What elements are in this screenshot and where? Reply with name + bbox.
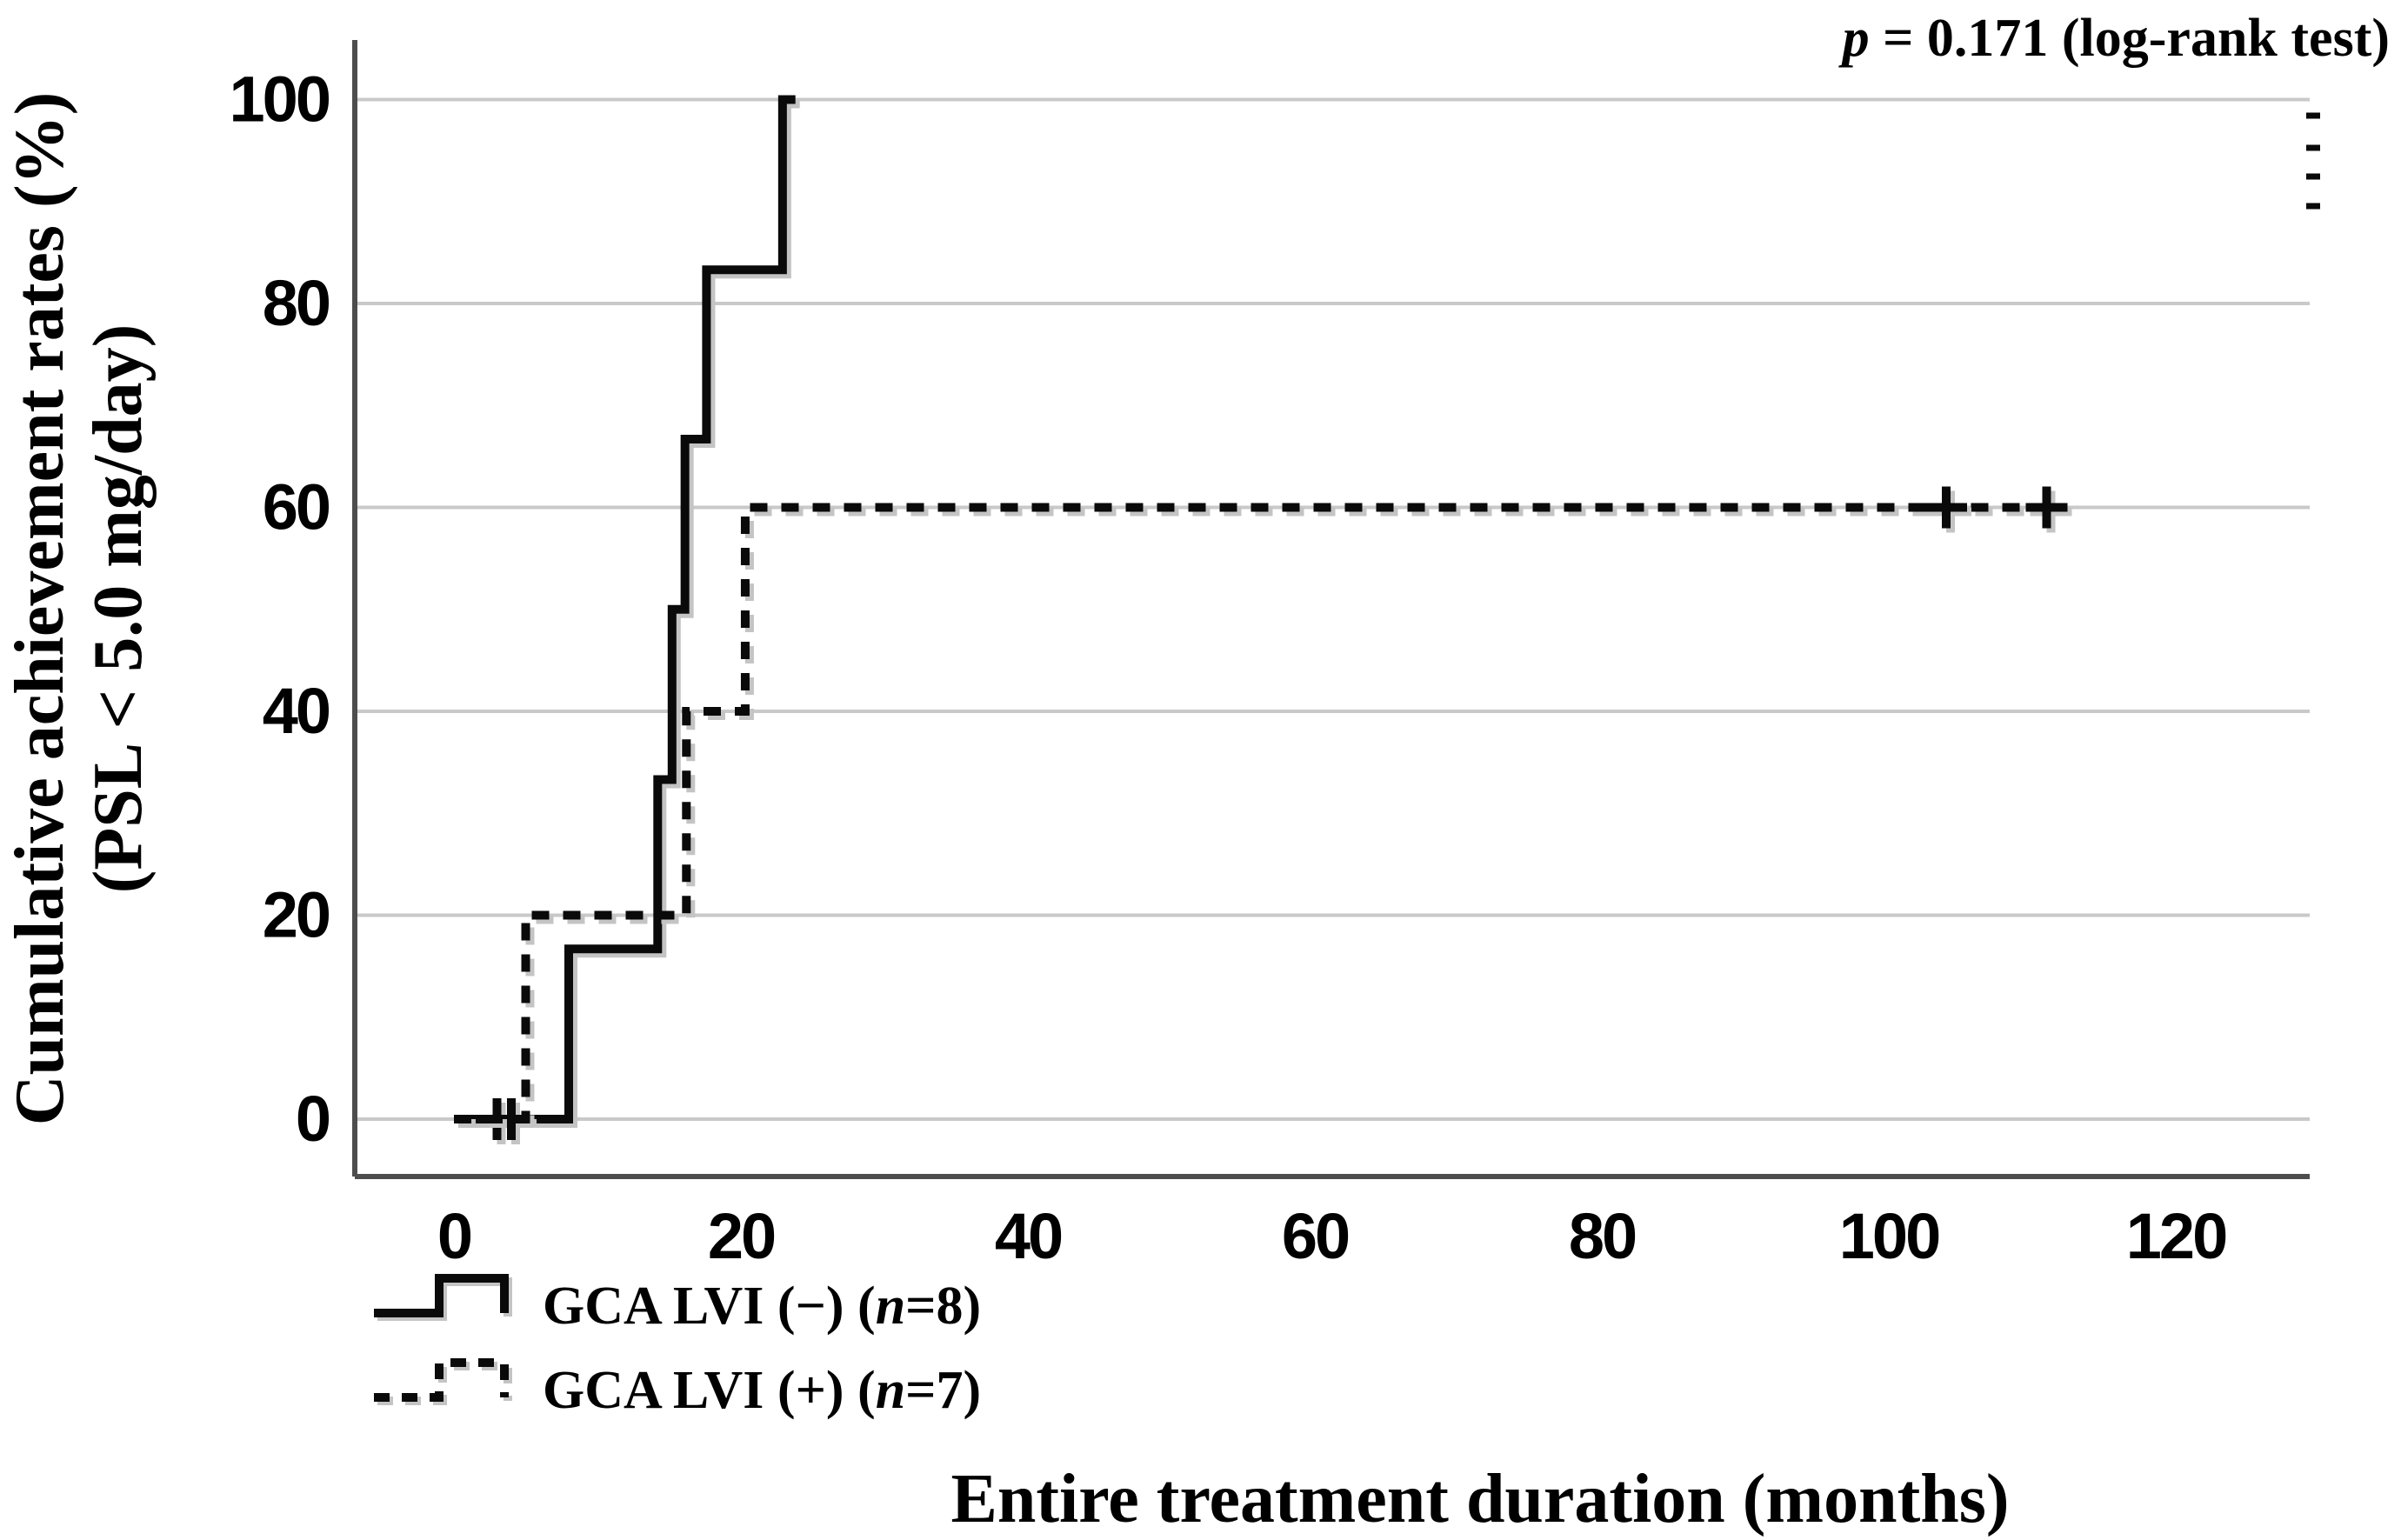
- x-axis-title: Entire treatment duration (months): [951, 1461, 2010, 1537]
- km-curve-dashed-ink: [454, 503, 2061, 1123]
- y-axis-title-line1: Cumulative achievement rates (%): [2, 92, 78, 1126]
- y-tick-label-80: 80: [263, 267, 330, 339]
- x-tick-label-0: 0: [437, 1200, 471, 1272]
- censor-mark-1-1: [2025, 486, 2072, 533]
- y-tick-label-40: 40: [263, 675, 330, 747]
- x-tick-label-20: 20: [708, 1200, 775, 1272]
- legend: GCA LVI (−) (n=8) GCA LVI (+) (n=7): [374, 1274, 981, 1420]
- x-tick-label-120: 120: [2126, 1200, 2226, 1272]
- plot-area: 0 20 40 60 80 100 0 20 40 60 80 100 120: [230, 40, 2320, 1272]
- y-tick-label-20: 20: [263, 879, 330, 951]
- legend-swatch-line-solid: [374, 1274, 509, 1317]
- y-tick-label-100: 100: [230, 63, 330, 136]
- y-axis-title: Cumulative achievement rates (%) (PSL < …: [2, 92, 157, 1126]
- x-tick-label-40: 40: [995, 1200, 1062, 1272]
- x-tick-label-60: 60: [1282, 1200, 1349, 1272]
- y-tick-label-0: 0: [296, 1083, 330, 1155]
- legend-swatch-line-dashed: [374, 1358, 509, 1402]
- legend-swatch-solid: [374, 1274, 512, 1321]
- p-value-annotation: p = 0.171 (log-rank test): [1838, 9, 2390, 68]
- censor-mark-1-0: [1925, 486, 1971, 533]
- x-tick-label-80: 80: [1569, 1200, 1636, 1272]
- p-value-italic-p: p: [1838, 9, 1870, 68]
- p-value-text: = 0.171 (log-rank test): [1870, 9, 2390, 68]
- y-axis-title-line2: (PSL < 5.0 mg/day): [80, 324, 157, 894]
- y-tick-label-60: 60: [263, 471, 330, 543]
- legend-label-lvi-negative: GCA LVI (−) (n=8): [543, 1277, 981, 1336]
- legend-swatch-dashed: [374, 1358, 512, 1405]
- km-curve-solid-ink: [454, 95, 796, 1123]
- legend-label-lvi-positive: GCA LVI (+) (n=7): [543, 1361, 981, 1420]
- x-tick-label-100: 100: [1839, 1200, 1939, 1272]
